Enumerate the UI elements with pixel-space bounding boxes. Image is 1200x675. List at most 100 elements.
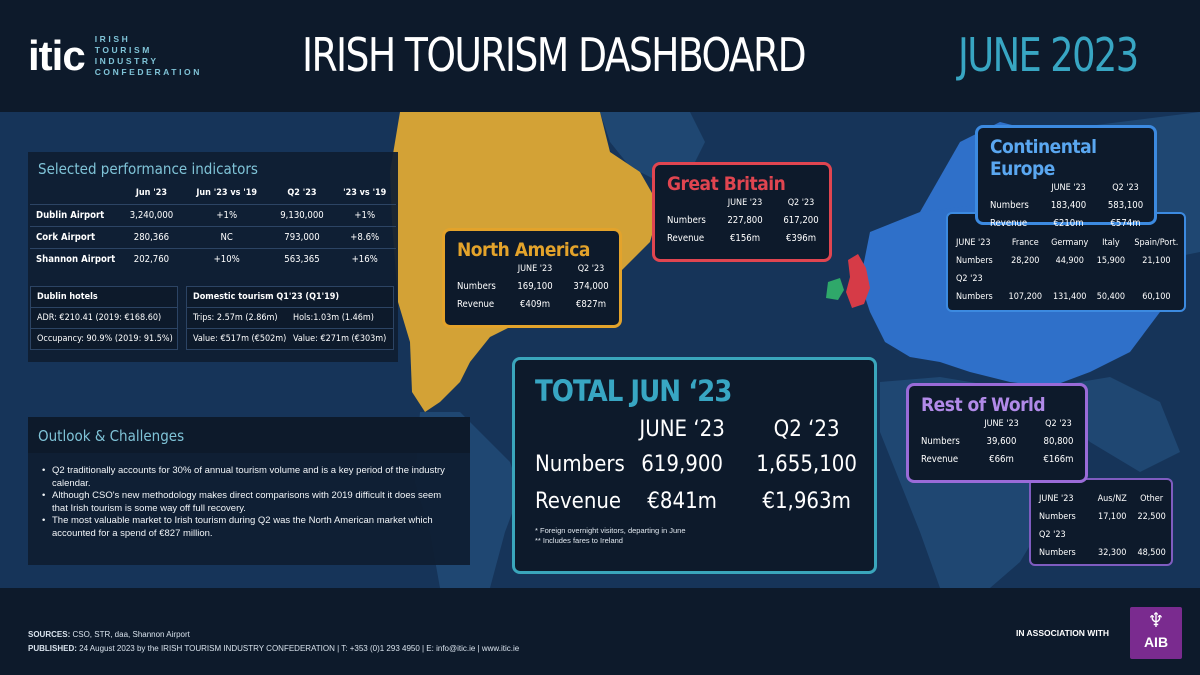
aib-logo[interactable]: ♆ AIB (1130, 607, 1182, 659)
outlook-title: Outlook & Challenges (28, 417, 470, 453)
table-row: Revenue €409m €827m (445, 295, 619, 313)
row-label: Numbers (667, 214, 706, 226)
table-cell: NC (182, 225, 271, 248)
row-label: Revenue (990, 217, 1028, 229)
row-label: Revenue (457, 298, 495, 310)
itic-logo[interactable]: itic IRISH TOURISM INDUSTRY CONFEDERATIO… (28, 34, 202, 78)
table-cell: 617,200 (783, 214, 819, 226)
table-cell: €827m (575, 298, 607, 310)
list-item: Although CSO's new methodology makes dir… (42, 490, 452, 515)
dublin-hotels-box: Dublin hotels ADR: €210.41 (2019: €168.6… (30, 286, 178, 350)
table-header-row: JUNE '23 Aus/NZ Other (1031, 490, 1171, 508)
region-title: Continental Europe (990, 136, 1097, 180)
country-table: JUNE '23 France Germany Italy Spain/Port… (948, 234, 1184, 306)
region-table: JUNE '23 Q2 '23 Numbers 39,600 80,800 Reven… (909, 416, 1085, 468)
column-header: JUNE '23 (984, 419, 1019, 429)
table-cell: 619,900 (641, 452, 724, 477)
published-label: PUBLISHED: (28, 644, 77, 653)
hotels-occupancy: Occupancy: 90.9% (2019: 91.5%) (37, 334, 173, 344)
table-row: Q2 '23 (1031, 526, 1171, 544)
row-label: Revenue (667, 232, 705, 244)
row-label: Revenue (921, 453, 959, 465)
column-header: Q2 '23 (287, 187, 317, 198)
domestic-value-trips: Value: €517m (€502m) (193, 334, 287, 344)
page-period: JUNE 2023 (958, 28, 1139, 82)
region-table: JUNE '23 Q2 '23 Numbers 169,100 374,000 Rev… (445, 261, 619, 313)
table-cell: 50,400 (1096, 292, 1126, 302)
logo-wordmark: IRISH TOURISM INDUSTRY CONFEDERATION (95, 34, 202, 78)
table-row: Numbers 17,100 22,500 (1031, 508, 1171, 526)
table-cell: 48,500 (1137, 548, 1166, 558)
region-table: JUNE '23 Q2 '23 Numbers 227,800 617,200 Rev… (655, 195, 829, 247)
table-row: Numbers 39,600 80,800 (909, 432, 1085, 450)
table-header-row: JUNE '23 France Germany Italy Spain/Port… (948, 234, 1184, 252)
rest-of-world-box: Rest of World JUNE '23 Q2 '23 Numbers 39,6… (906, 383, 1088, 483)
footnote: * Foreign overnight visitors, departing … (535, 526, 686, 535)
continental-europe-detail: JUNE '23 France Germany Italy Spain/Port… (946, 212, 1186, 312)
list-item: Q2 traditionally accounts for 30% of ann… (42, 465, 452, 490)
aib-logo-text: AIB (1143, 634, 1169, 650)
footer-bar (0, 588, 1200, 675)
period-label: JUNE '23 (956, 238, 991, 248)
row-label: Numbers (1039, 512, 1076, 522)
table-cell: 44,900 (1055, 256, 1084, 266)
outlook-list: Q2 traditionally accounts for 30% of ann… (28, 453, 470, 540)
row-label: Numbers (990, 199, 1029, 211)
table-cell: 131,400 (1052, 292, 1087, 302)
table-cell: Shannon Airport (30, 247, 120, 270)
table-cell: +1% (333, 203, 396, 226)
column-header: Other (1140, 494, 1164, 504)
table-header-row: JUNE ‘23 Q2 ‘23 (515, 412, 874, 446)
column-header: France (1011, 238, 1039, 248)
table-row: Numbers 28,200 44,900 15,900 21,100 (948, 252, 1184, 270)
logo-line: IRISH (94, 34, 131, 44)
domestic-value-row: Value: €517m (€502m) Value: €271m (€303m… (187, 329, 393, 350)
column-header: JUNE '23 (1051, 183, 1086, 193)
table-cell: 32,300 (1098, 548, 1127, 558)
table-cell: €396m (785, 232, 817, 244)
table-header-row: Jun '23 Jun '23 vs '19 Q2 '23 '23 vs '19 (30, 182, 396, 204)
column-header: Q2 '23 (1112, 183, 1139, 193)
continental-europe-box: Continental Europe JUNE '23 Q2 '23 Number… (975, 125, 1157, 229)
table-cell: +8.6% (333, 225, 396, 248)
table-cell: €841m (647, 489, 717, 514)
region-title: Rest of World (921, 394, 1046, 416)
table-cell: 22,500 (1137, 512, 1166, 522)
table-cell: 17,100 (1098, 512, 1127, 522)
table-row: Q2 '23 (948, 270, 1184, 288)
table-cell: 374,000 (573, 280, 609, 292)
table-cell: 107,200 (1008, 292, 1043, 302)
table-cell: Cork Airport (30, 225, 120, 248)
table-row: Numbers 169,100 374,000 (445, 277, 619, 295)
airport-table: Jun '23 Jun '23 vs '19 Q2 '23 '23 vs '19… (30, 182, 396, 270)
hotels-title: Dublin hotels (31, 287, 177, 308)
outlook-panel: Outlook & Challenges Q2 traditionally ac… (28, 417, 470, 565)
great-britain-box: Great Britain JUNE '23 Q2 '23 Numbers 227,… (652, 162, 832, 262)
association-label: IN ASSOCIATION WITH (1016, 628, 1110, 638)
table-cell: €1,963m (762, 489, 851, 514)
column-header: Italy (1102, 238, 1120, 248)
table-cell: 80,800 (1043, 435, 1074, 447)
table-cell: 28,200 (1011, 256, 1040, 266)
domestic-value-hols: Value: €271m (€303m) (293, 334, 387, 344)
column-header: Jun '23 (135, 187, 167, 198)
table-cell: +10% (182, 247, 271, 270)
table-cell: 169,100 (517, 280, 553, 292)
table-row: Revenue €66m €166m (909, 450, 1085, 468)
table-cell: 227,800 (727, 214, 763, 226)
published-value: 24 August 2023 by the IRISH TOURISM INDU… (76, 644, 520, 653)
column-header: Q2 '23 (577, 264, 605, 274)
column-header: JUNE '23 (727, 198, 763, 208)
period-label: Q2 '23 (1039, 530, 1066, 540)
row-label: Numbers (921, 435, 960, 447)
table-cell: 3,240,000 (120, 203, 183, 226)
hotels-adr: ADR: €210.41 (2019: €168.60) (31, 308, 177, 329)
row-label: Numbers (535, 452, 625, 477)
column-header: Aus/NZ (1097, 494, 1127, 504)
region-table: JUNE '23 Q2 '23 Numbers 183,400 583,100 Rev… (978, 180, 1154, 232)
table-cell: 583,100 (1107, 199, 1144, 211)
table-cell: €210m (1053, 217, 1084, 229)
table-cell: 563,365 (270, 247, 334, 270)
rest-of-world-detail: JUNE '23 Aus/NZ Other Numbers 17,100 22,… (1029, 478, 1173, 566)
column-header: Spain/Port. (1134, 238, 1179, 248)
